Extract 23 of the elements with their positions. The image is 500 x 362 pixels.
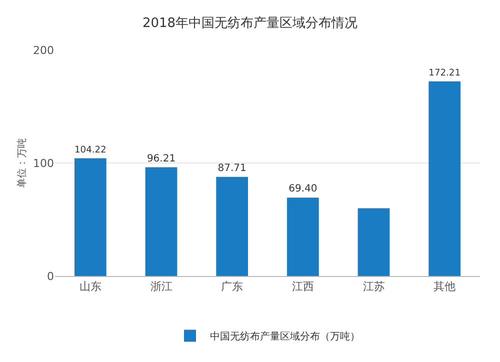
x-tick-label: 江苏 [362,280,385,294]
y-axis-title: 单位：万吨 [16,138,28,188]
x-tick-label: 江西 [292,280,314,294]
data-label: 87.71 [218,162,246,174]
y-tick-label: 200 [33,44,54,57]
x-tick-label: 浙江 [150,280,172,294]
bar [286,198,319,276]
bar [428,81,461,276]
bar [216,176,248,276]
y-tick-label: 100 [33,156,54,170]
data-label: 172.21 [428,68,460,79]
bar [358,208,390,276]
data-label: 96.21 [146,153,176,164]
data-label: 104.22 [74,146,106,156]
x-tick-label: 山东 [79,280,102,294]
bar [145,167,178,276]
bar [74,158,106,276]
y-tick-label: 0 [47,270,54,283]
legend-label: 中国无纺布产量区域分布（万吨） [210,330,360,343]
x-tick-label: 广东 [221,280,244,294]
data-label: 69.40 [288,184,318,195]
chart-title: 2018年中国无纺布产量区域分布情况 [142,16,358,32]
x-tick-label: 其他 [434,280,456,294]
